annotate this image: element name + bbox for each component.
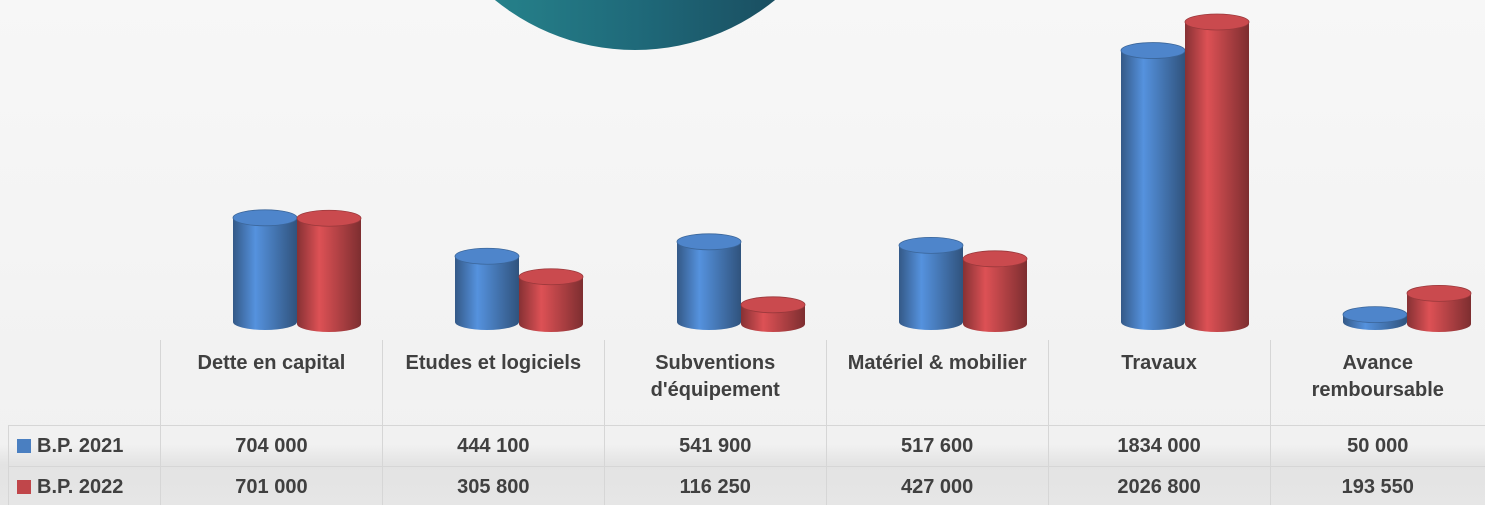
value-label: 1834 000 — [1047, 425, 1271, 467]
bar — [233, 217, 297, 330]
category-label: Dette en capital — [159, 340, 383, 426]
bar-top — [898, 236, 964, 254]
bar-top — [676, 233, 742, 251]
legend-swatch — [17, 479, 31, 494]
value-label: 701 000 — [159, 466, 383, 505]
category-label: Matériel & mobilier — [825, 340, 1049, 426]
corner-cell — [9, 340, 161, 426]
bar-top — [1406, 284, 1472, 302]
value-label: 541 900 — [603, 425, 827, 467]
value-label: 305 800 — [381, 466, 605, 505]
value-label: 427 000 — [825, 466, 1049, 505]
bar — [1343, 314, 1407, 330]
bar-top — [1184, 13, 1250, 31]
bar — [1407, 293, 1471, 332]
value-label: 2026 800 — [1047, 466, 1271, 505]
bar — [899, 245, 963, 330]
bar-top — [1342, 306, 1408, 323]
row-label: B.P. 2021 — [8, 425, 161, 467]
value-label: 517 600 — [825, 425, 1049, 467]
category-label: Subventions d'équipement — [603, 340, 827, 426]
bar — [741, 304, 805, 332]
bar — [1185, 22, 1249, 332]
bar — [1121, 50, 1185, 330]
bar-top — [232, 209, 298, 227]
header-row: Dette en capital Etudes et logiciels Subve… — [9, 340, 1485, 426]
data-row: B.P. 2021 704 000 444 100 541 900 517 600 183… — [8, 425, 1485, 467]
value-label: 193 550 — [1269, 466, 1485, 505]
bar — [519, 276, 583, 332]
data-row: B.P. 2022 701 000 305 800 116 250 427 000 202… — [8, 466, 1485, 505]
value-label: 116 250 — [603, 466, 827, 505]
legend-label: B.P. 2021 — [37, 434, 124, 457]
bar-top — [962, 250, 1028, 268]
bar-top — [518, 268, 584, 286]
legend-label: B.P. 2022 — [37, 475, 124, 498]
bar-top — [454, 247, 520, 265]
bar-top — [740, 296, 806, 314]
bar — [677, 241, 741, 330]
data-table: Dette en capital Etudes et logiciels Subve… — [8, 340, 1485, 505]
bar — [455, 256, 519, 330]
decor-circle — [494, 0, 776, 50]
value-label: 50 000 — [1269, 425, 1485, 467]
bar-top — [296, 209, 362, 227]
bar — [297, 218, 361, 332]
row-label: B.P. 2022 — [8, 466, 161, 505]
category-label: Avance remboursable — [1269, 340, 1485, 426]
category-label: Etudes et logiciels — [381, 340, 605, 426]
bar-top — [1120, 42, 1186, 59]
value-label: 444 100 — [381, 425, 605, 467]
legend-swatch — [17, 438, 31, 453]
category-label: Travaux — [1047, 340, 1271, 426]
bar — [963, 258, 1027, 332]
value-label: 704 000 — [159, 425, 383, 467]
